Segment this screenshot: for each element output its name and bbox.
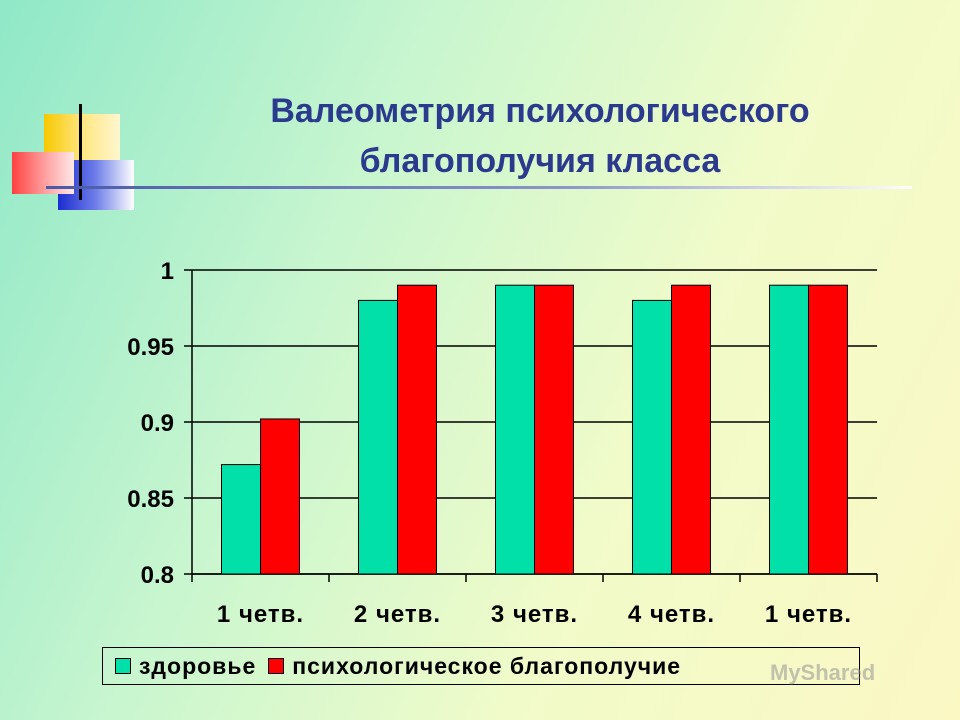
bar-wellbeing (534, 284, 574, 575)
watermark: MyShared (770, 660, 876, 685)
legend-item-2: психологическое благополучие (268, 653, 681, 680)
chart-title: Валеометрия психологического благополучи… (180, 86, 900, 186)
y-tick-label: 0.8 (141, 562, 174, 589)
bar-health (358, 299, 398, 575)
title-underline (46, 186, 912, 189)
y-tick-label: 1 (161, 258, 174, 285)
x-tick-label: 2 четв. (354, 601, 441, 628)
bar-health (632, 299, 672, 575)
legend-swatch-2 (268, 658, 285, 674)
chart-title-line-2: благополучия класса (359, 142, 721, 180)
legend-item-1: здоровье (115, 653, 256, 680)
chart-title-line-1: Валеометрия психологического (270, 92, 810, 130)
legend-label-2: психологическое благополучие (292, 652, 682, 679)
bar-wellbeing (260, 418, 300, 575)
bar-health (769, 284, 809, 575)
bar-health (221, 464, 261, 575)
y-tick-label: 0.9 (141, 410, 174, 437)
bar-wellbeing (808, 284, 848, 575)
bar-wellbeing (397, 284, 437, 575)
decor-vertical-line (79, 104, 82, 200)
y-tick-label: 0.95 (127, 334, 174, 361)
y-tick-label: 0.85 (127, 486, 174, 513)
legend-swatch-1 (115, 658, 131, 674)
x-tick-label: 1 четв. (217, 601, 304, 628)
x-tick-label: 1 четв. (765, 601, 852, 628)
x-tick-label: 3 четв. (491, 601, 578, 628)
chart-legend: здоровье психологическое благополучие (102, 647, 860, 685)
legend-label-1: здоровье (139, 652, 257, 679)
x-tick-label: 4 четв. (628, 601, 715, 628)
bar-health (495, 284, 535, 575)
bar-wellbeing (671, 284, 711, 575)
